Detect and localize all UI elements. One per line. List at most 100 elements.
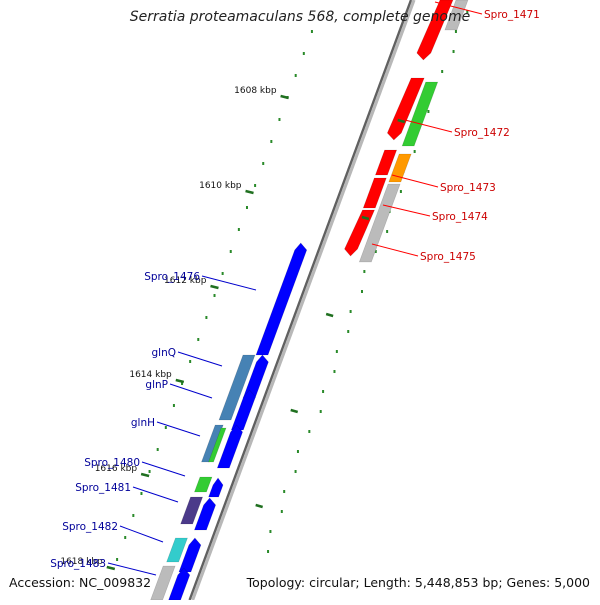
gc-dot-inner	[270, 140, 273, 143]
gc-dot-outer	[267, 550, 270, 553]
tick-mark	[175, 378, 185, 384]
leader-line	[382, 204, 431, 217]
gc-dot-inner	[140, 492, 143, 495]
gc-dot-outer	[349, 310, 352, 313]
backbone-light	[191, 0, 416, 601]
gc-dot-inner	[116, 558, 119, 561]
gene-spro-1472	[386, 77, 425, 141]
gene-spro-1471	[416, 0, 454, 61]
gc-dot-inner	[205, 316, 208, 319]
ticks-layer: 1608 kbp 1610 kbp 1612 kbp 1614 kbp 1616 kbp…	[60, 86, 406, 571]
gene-label: Spro_1476	[144, 271, 200, 283]
map-title: Serratia proteamaculans 568, complete ge…	[129, 9, 471, 25]
gc-dot-outer	[333, 370, 336, 373]
outer-tick-mark	[255, 503, 263, 509]
gc-dot-inner	[197, 338, 200, 341]
backbone-dark	[188, 0, 413, 601]
gc-dot-outer	[283, 490, 286, 493]
outer-tick-mark	[325, 312, 334, 318]
cog-block-green	[194, 476, 213, 493]
leader-line	[119, 525, 164, 543]
tick-label: 1610 kbp	[199, 181, 242, 191]
tick-mark	[245, 189, 254, 195]
labels-layer: Spro_1471 Spro_1472 Spro_1473 Spro_1474 Spro…	[50, 1, 540, 576]
leader-line	[132, 486, 179, 503]
gene-label: glnH	[131, 417, 155, 429]
leader-line	[404, 119, 453, 133]
gene-label: Spro_1481	[75, 482, 131, 494]
gc-dot-inner	[278, 118, 281, 121]
tick-mark	[106, 565, 116, 571]
tick-label: 1612 kbp	[164, 276, 207, 286]
gc-dot-outer	[466, 10, 469, 13]
gc-dot-outer	[360, 290, 363, 293]
leader-line	[177, 351, 223, 367]
gc-dot-inner	[148, 470, 151, 473]
gc-dot-outer	[319, 410, 322, 413]
gc-dot-inner	[310, 30, 313, 33]
gene-glnh	[216, 424, 243, 469]
leader-line	[156, 421, 201, 437]
gc-dot-outer	[294, 470, 297, 473]
gene-spro-1475	[344, 209, 375, 257]
outer-tick-mark	[397, 118, 406, 124]
gene-label: Spro_1483	[50, 558, 106, 570]
gc-dot-inner	[294, 74, 297, 77]
gene-label: Spro_1471	[484, 9, 540, 21]
gc-dot-outer	[441, 70, 444, 73]
tick-mark	[280, 94, 289, 100]
outer-tick-mark	[290, 408, 299, 414]
gc-dot-inner	[254, 184, 257, 187]
cog-block-green	[401, 81, 439, 147]
leader-line	[391, 174, 439, 188]
cog-block-gray	[444, 0, 469, 31]
gene-label: Spro_1472	[454, 127, 510, 139]
cog-block-steelblue	[218, 354, 256, 421]
gc-dot-inner	[156, 448, 159, 451]
leader-line	[169, 383, 213, 399]
gc-dot-outer	[308, 430, 311, 433]
gc-dot-inner	[237, 228, 240, 231]
gc-dot-outer	[454, 30, 457, 33]
leader-line	[201, 275, 257, 291]
cog-block-purple	[180, 496, 204, 525]
tick-label: 1618 kbp	[60, 557, 103, 567]
gc-dot-inner	[245, 206, 248, 209]
gc-dot-inner	[189, 360, 192, 363]
tick-label: 1616 kbp	[95, 464, 138, 474]
gc-dot-outer	[296, 450, 299, 453]
outer-tick-mark	[361, 215, 370, 221]
tick-mark	[140, 472, 150, 478]
gc-dot-outer	[374, 250, 377, 253]
features-layer	[150, 0, 469, 601]
gc-dot-outer	[386, 230, 389, 233]
leader-line	[107, 562, 157, 576]
gc-dot-outer	[347, 330, 350, 333]
gc-dot-inner	[229, 250, 232, 253]
cog-block-cyan	[166, 537, 188, 563]
gc-dot-outer	[335, 350, 338, 353]
gc-dot-inner	[124, 536, 127, 539]
gc-dot-outer	[427, 110, 430, 113]
gene-label: Spro_1482	[62, 521, 118, 533]
gene-spro-1480	[208, 477, 224, 498]
leader-line	[141, 461, 186, 477]
gc-dot-inner	[132, 514, 135, 517]
gene-spro-1473	[374, 149, 398, 176]
backbone-layer	[188, 0, 416, 601]
topology-label: Topology: circular; Length: 5,448,853 bp…	[246, 575, 590, 590]
cog-block-gray	[358, 183, 401, 263]
leader-line	[371, 243, 419, 257]
gc-dot-outer	[363, 270, 366, 273]
gc-dot-outer	[322, 390, 325, 393]
gene-label: Spro_1475	[420, 251, 476, 263]
gene-spro-1481	[193, 497, 216, 531]
accession-label: Accession: NC_009832	[9, 575, 152, 590]
gene-label: Spro_1474	[432, 211, 488, 223]
gene-label: Spro_1480	[84, 457, 140, 469]
gc-dot-inner	[302, 52, 305, 55]
cog-block-orange	[388, 153, 412, 183]
gene-spro-1474	[362, 177, 387, 209]
gc-dot-inner	[262, 162, 265, 165]
gene-spro-1476	[255, 242, 308, 356]
